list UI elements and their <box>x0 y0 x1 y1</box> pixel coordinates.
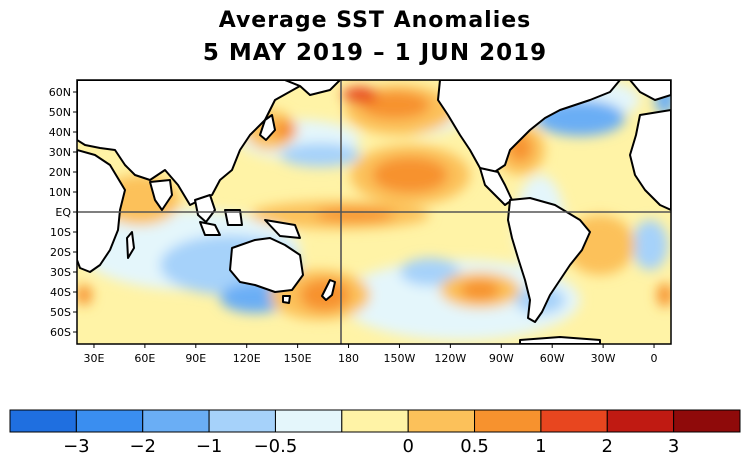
lat-label: 30S <box>50 266 71 279</box>
map-title: Average SST Anomalies <box>218 8 532 33</box>
lat-label: 30N <box>49 146 71 159</box>
lon-label: 30W <box>591 352 616 365</box>
anomaly-field <box>77 80 671 344</box>
colorbar: −3 −2 −1 −0.5 0 0.5 1 2 3 <box>9 409 741 457</box>
lon-label: 30E <box>83 352 104 365</box>
lat-label: 60S <box>50 326 71 339</box>
colorbar-label: −2 <box>129 436 156 457</box>
lon-label: 180 <box>338 352 359 365</box>
colorbar-label: 2 <box>602 436 613 457</box>
colorbar-swatch <box>9 409 77 433</box>
lat-label: 10N <box>49 186 71 199</box>
lat-label: 40N <box>49 126 71 139</box>
colorbar-label: −3 <box>63 436 90 457</box>
lat-label: 50S <box>50 306 71 319</box>
lat-label: 50N <box>49 106 71 119</box>
colorbar-swatch <box>673 409 741 433</box>
lat-label: 20N <box>49 166 71 179</box>
colorbar-label: 1 <box>535 436 546 457</box>
lat-label: 60N <box>49 86 71 99</box>
lon-label: 90E <box>185 352 206 365</box>
colorbar-swatch <box>474 409 542 433</box>
date-range-title: 5 MAY 2019 – 1 JUN 2019 <box>202 40 548 66</box>
lat-label: EQ <box>55 206 71 219</box>
colorbar-label: 3 <box>668 436 679 457</box>
colorbar-label: 0.5 <box>460 436 489 457</box>
latitude-ticks: 60N 50N 40N 30N 20N 10N EQ 10S 20S 30S 40S 50S 60S <box>49 86 77 339</box>
lon-label: 120W <box>434 352 466 365</box>
lon-label: 150E <box>284 352 312 365</box>
colorbar-swatch <box>341 409 409 433</box>
colorbar-label: 0 <box>402 436 413 457</box>
lon-label: 150W <box>384 352 416 365</box>
colorbar-swatch <box>407 409 476 433</box>
lon-label: 90W <box>489 352 514 365</box>
colorbar-swatch <box>75 409 144 433</box>
lon-label: 60W <box>540 352 565 365</box>
lon-label: 120E <box>233 352 261 365</box>
colorbar-swatch <box>142 409 210 433</box>
colorbar-label: −1 <box>196 436 223 457</box>
colorbar-swatch <box>274 409 343 433</box>
lat-label: 40S <box>50 286 71 299</box>
colorbar-label: −0.5 <box>254 436 298 457</box>
colorbar-swatch <box>208 409 276 433</box>
longitude-ticks: 30E 60E 90E 120E 150E 180 150W 120W 90W 60W 30W 0 <box>83 344 658 365</box>
colorbar-swatch <box>606 409 675 433</box>
lon-label: 60E <box>134 352 155 365</box>
colorbar-swatch <box>540 409 608 433</box>
lat-label: 20S <box>50 246 71 259</box>
lon-label: 0 <box>651 352 658 365</box>
lat-label: 10S <box>50 226 71 239</box>
landmasses <box>77 80 671 344</box>
